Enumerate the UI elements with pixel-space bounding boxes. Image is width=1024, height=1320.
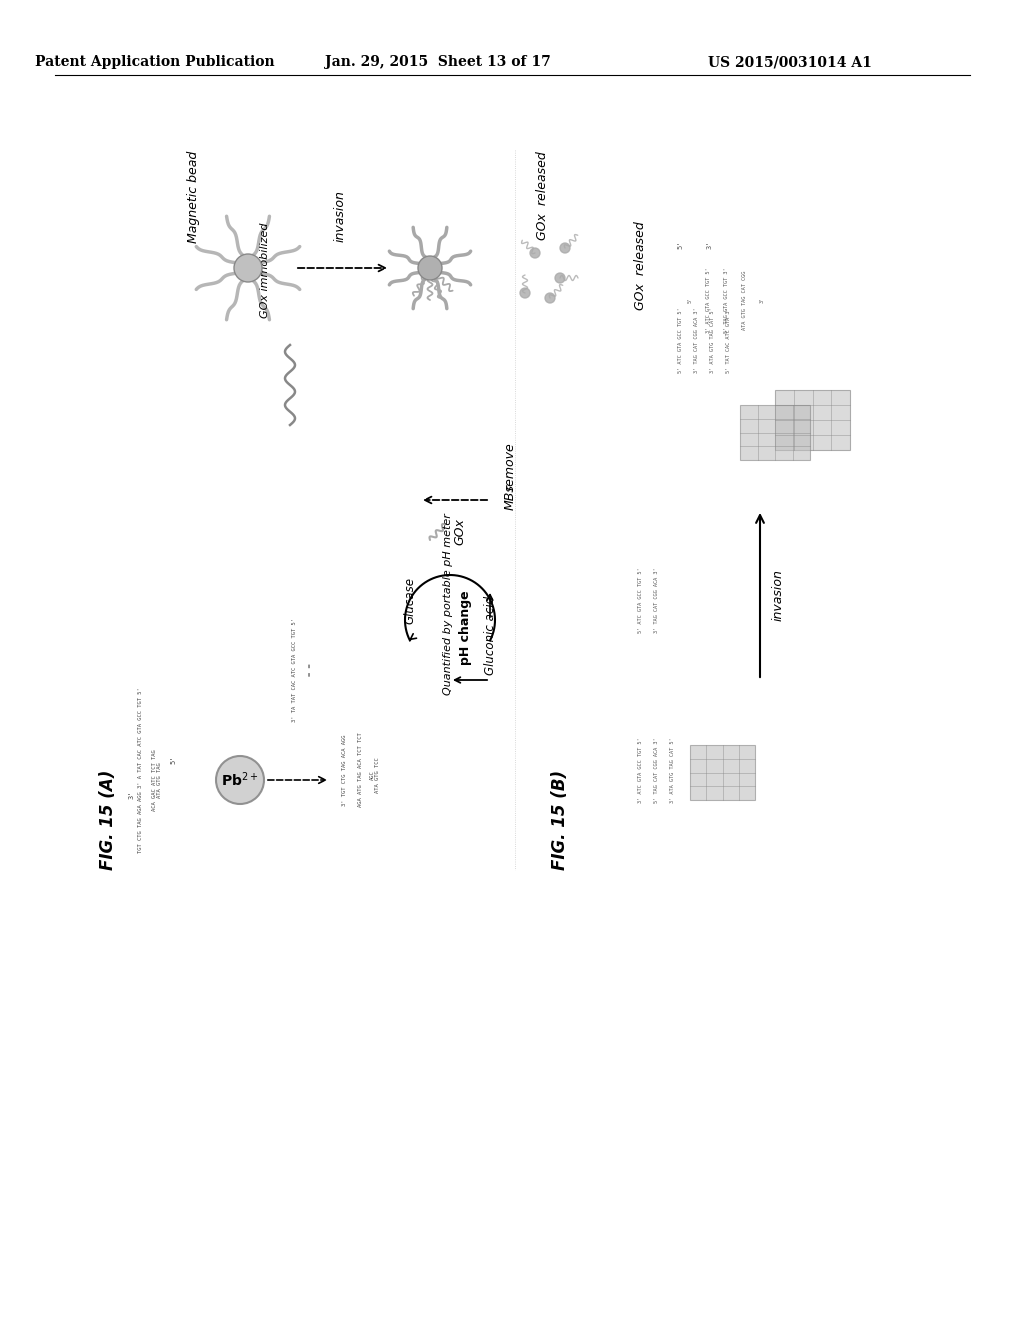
Circle shape [216,756,264,804]
Text: US 2015/0031014 A1: US 2015/0031014 A1 [708,55,872,69]
Text: 3' TAG CAT CGG ACA 3': 3' TAG CAT CGG ACA 3' [693,308,698,372]
Text: GOx  released: GOx released [634,222,646,310]
Text: 3': 3' [129,791,135,799]
Text: ACA GAC ATC TCT TAG
ATA GTG TAG: ACA GAC ATC TCT TAG ATA GTG TAG [152,750,163,810]
Text: Pb$^{2+}$: Pb$^{2+}$ [221,771,259,789]
Text: Magnetic bead: Magnetic bead [186,150,200,243]
Text: 5': 5' [170,756,176,764]
Text: 5': 5' [687,297,692,304]
Text: 5' TAT CAC ATC GTA 3': 5' TAT CAC ATC GTA 3' [725,308,730,372]
Text: 5' TAG CAT CGG ACA 3': 5' TAG CAT CGG ACA 3' [653,737,658,803]
Circle shape [560,243,570,253]
Text: MBs: MBs [504,484,516,510]
Text: ATA GTG TAG CAT CGG: ATA GTG TAG CAT CGG [741,271,746,330]
Bar [775,389,850,450]
Text: Quantified by portable pH meter: Quantified by portable pH meter [443,513,453,696]
Text: GOx: GOx [454,519,467,545]
Text: 3' ATC GTA GCC TGT 5': 3' ATC GTA GCC TGT 5' [638,737,642,803]
Text: 5' ATC GTA GCC TGT 5': 5' ATC GTA GCC TGT 5' [638,568,642,632]
Text: AGC
ATA GTG TCC: AGC ATA GTG TCC [370,758,380,793]
Text: 3': 3' [707,240,713,249]
Text: FIG. 15 (B): FIG. 15 (B) [551,770,569,870]
Text: 3' TA TAT CAC ATC GTA GCC TGT 5': 3' TA TAT CAC ATC GTA GCC TGT 5' [293,618,298,722]
Text: Patent Application Publication: Patent Application Publication [35,55,274,69]
Text: remove: remove [504,442,516,490]
Text: pH change: pH change [459,590,471,665]
Text: invasion: invasion [334,190,346,242]
Text: TGT CTG TAG AGA AGG 3' A TAT CAC ATC GTA GCC TGT 5': TGT CTG TAG AGA AGG 3' A TAT CAC ATC GTA… [137,688,142,853]
Bar [690,744,755,800]
Text: 3' ATA GTG TAG CAT 5': 3' ATA GTG TAG CAT 5' [710,308,715,372]
Text: Jan. 29, 2015  Sheet 13 of 17: Jan. 29, 2015 Sheet 13 of 17 [326,55,551,69]
Circle shape [555,273,565,282]
Circle shape [545,293,555,304]
Text: Glucase: Glucase [403,577,417,623]
Text: AGA ATG TAG ACA TCT TCT: AGA ATG TAG ACA TCT TCT [357,733,362,808]
Text: = =: = = [307,664,313,676]
Text: invasion: invasion [771,569,784,620]
Text: 3' TAG CAT CGG ACA 3': 3' TAG CAT CGG ACA 3' [653,568,658,632]
Text: GOx immobilized: GOx immobilized [260,223,270,318]
Text: Gluconic acid: Gluconic acid [483,595,497,675]
Text: 3' ATA GTG TAG CAT 5': 3' ATA GTG TAG CAT 5' [670,737,675,803]
Text: 5' TAG GTA GCC TGT 3': 5' TAG GTA GCC TGT 3' [724,267,728,333]
Text: 5' ATC GTA GCC TGT 5': 5' ATC GTA GCC TGT 5' [678,308,683,372]
Text: 3' ATC GTA GCC TGT 5': 3' ATC GTA GCC TGT 5' [706,267,711,333]
Text: FIG. 15 (A): FIG. 15 (A) [99,770,117,870]
Text: 5': 5' [677,240,683,249]
Circle shape [530,248,540,257]
Text: 3': 3' [760,297,765,304]
Text: 3' TGT CTG TAG ACA AGG: 3' TGT CTG TAG ACA AGG [342,734,347,805]
Circle shape [234,253,262,282]
Bar [740,405,810,459]
Circle shape [520,288,530,298]
Text: GOx  released: GOx released [536,152,549,240]
Circle shape [418,256,442,280]
